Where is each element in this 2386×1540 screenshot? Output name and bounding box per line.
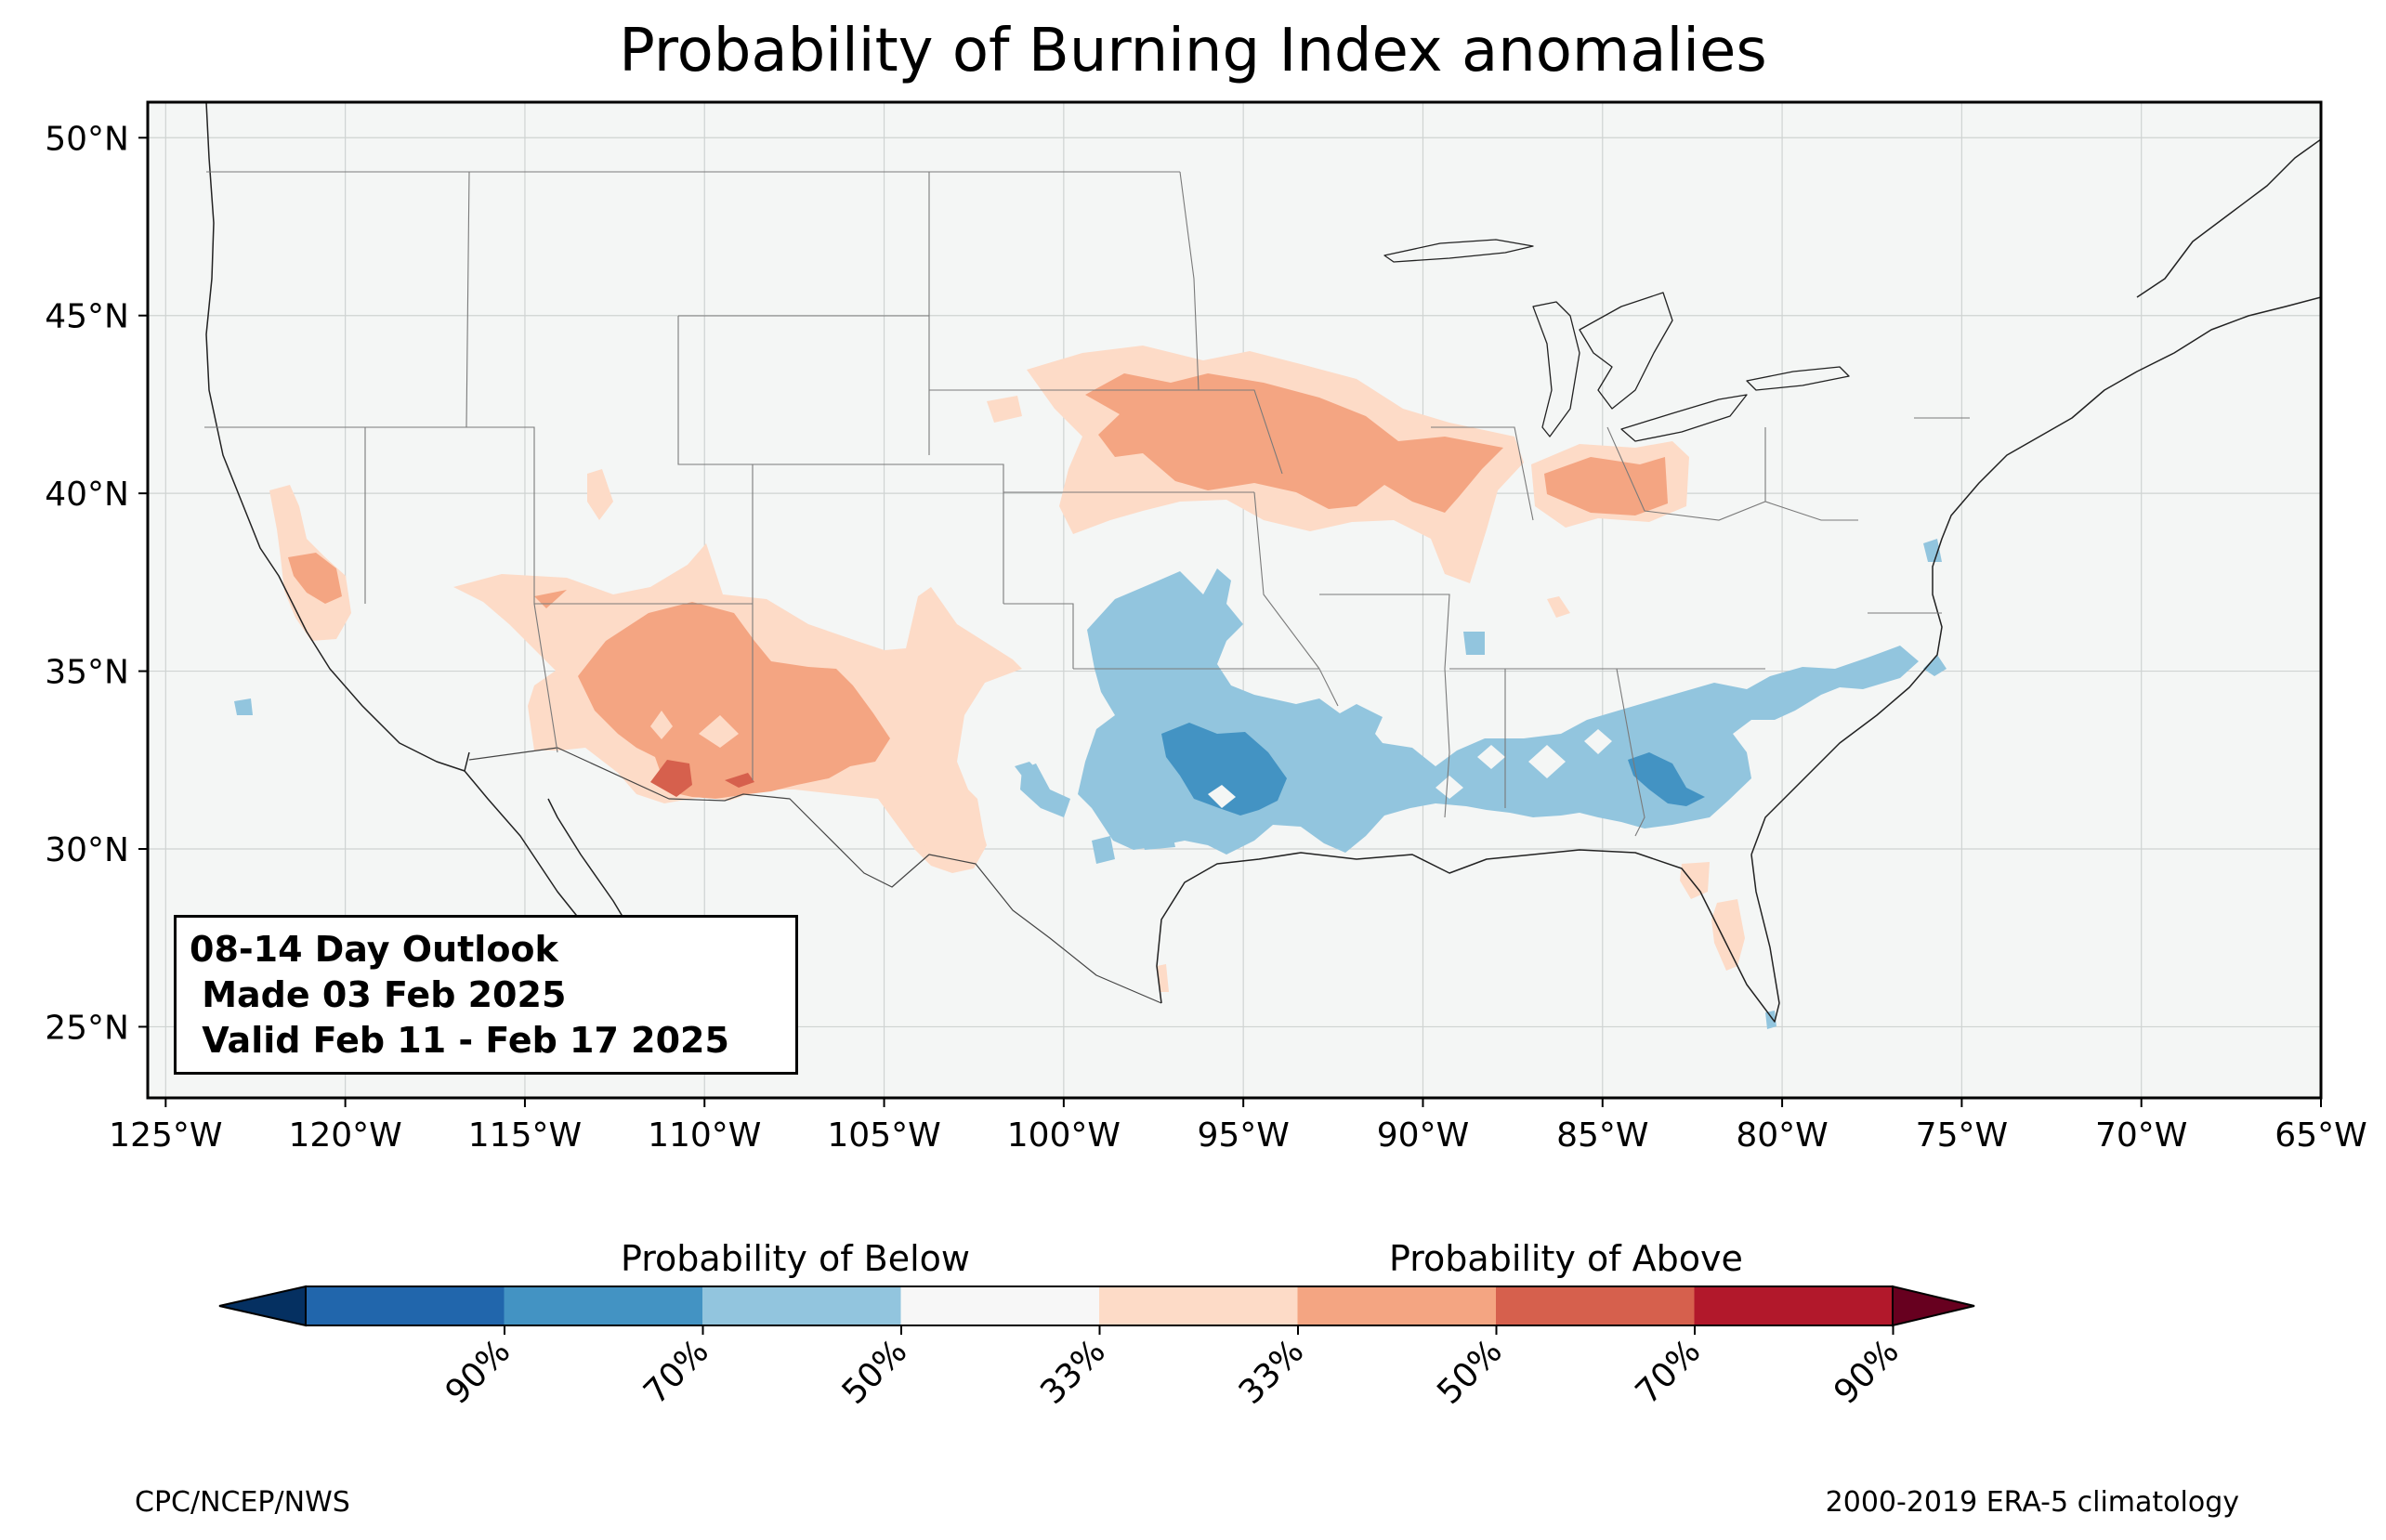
colorbar-tick-label: 50% <box>835 1332 915 1412</box>
latitude-axis: 50°N 45°N 40°N 35°N 30°N 25°N <box>45 120 148 1047</box>
gulf-coast <box>1156 849 1780 1023</box>
outlook-info-box: 08-14 Day Outlook Made 03 Feb 2025 Valid… <box>174 915 798 1075</box>
lon-tick-label: 75°W <box>1916 1116 2008 1155</box>
below-33-southern-plains <box>1078 568 1919 855</box>
mexico-border <box>468 747 1162 1004</box>
below-50-georgia <box>1628 752 1705 806</box>
colorbar-above-title: Probability of Above <box>1389 1238 1743 1279</box>
colorbar-segment <box>702 1286 901 1325</box>
lon-tick-label: 120°W <box>288 1116 401 1155</box>
lon-tick-label: 65°W <box>2275 1116 2366 1155</box>
lon-tick-label: 100°W <box>1007 1116 1121 1155</box>
above-gap-sw <box>650 711 739 748</box>
lon-tick-label: 115°W <box>468 1116 582 1155</box>
colorbar-segment <box>900 1286 1100 1325</box>
lon-tick-label: 70°W <box>2095 1116 2187 1155</box>
colorbar: 90% 70% 50% 33% 33% 50% 70% 90% <box>218 1285 1975 1412</box>
colorbar-tick-label: 90% <box>1827 1332 1907 1412</box>
colorbar-tick-label: 33% <box>1033 1332 1113 1412</box>
colorbar-segment <box>306 1286 505 1325</box>
east-coast <box>1750 296 2321 855</box>
colorbar-tick-label: 70% <box>636 1332 716 1412</box>
colorbar-extend-high <box>1892 1285 1975 1327</box>
below-33-tx-west <box>1020 763 1070 817</box>
above-33-florida <box>1680 862 1745 971</box>
lon-tick-label: 80°W <box>1736 1116 1828 1155</box>
lat-tick-label: 40°N <box>45 476 129 514</box>
colorbar-extend-low <box>218 1285 307 1327</box>
credit-left: CPC/NCEP/NWS <box>135 1486 350 1519</box>
above-50-plains <box>1085 373 1503 513</box>
map-frame <box>146 100 2323 1100</box>
colorbar-tick-label: 33% <box>1232 1332 1312 1412</box>
lon-tick-label: 125°W <box>109 1116 222 1155</box>
colorbar-segment <box>1496 1286 1695 1325</box>
lat-tick-label: 25°N <box>45 1009 129 1047</box>
above-33-nv-small <box>587 469 613 520</box>
above-50-california <box>288 553 342 604</box>
colorbar-segment <box>1694 1286 1894 1325</box>
coastlines-and-borders <box>205 102 2321 1060</box>
above-33-small-ne <box>987 396 1022 423</box>
colorbar-tick-label: 70% <box>1629 1332 1709 1412</box>
west-coast <box>205 102 470 772</box>
lon-tick-label: 110°W <box>648 1116 761 1155</box>
made-date: Made 03 Feb 2025 <box>190 974 567 1015</box>
colorbar-segment <box>1297 1286 1497 1325</box>
lat-tick-label: 45°N <box>45 298 129 336</box>
credit-right: 2000-2019 ERA-5 climatology <box>1825 1486 2239 1519</box>
above-50-southwest <box>534 590 890 799</box>
lon-tick-label: 95°W <box>1197 1116 1289 1155</box>
above-70-southwest <box>650 760 754 797</box>
lat-tick-label: 50°N <box>45 120 129 158</box>
great-lakes <box>1383 239 1850 442</box>
lon-tick-label: 85°W <box>1556 1116 1648 1155</box>
chart-title: Probability of Burning Index anomalies <box>619 17 1767 85</box>
below-33-ar <box>1463 632 1485 655</box>
colorbar-segment <box>1099 1286 1298 1325</box>
valid-dates: Valid Feb 11 - Feb 17 2025 <box>190 1020 729 1061</box>
colorbar-tick-label: 50% <box>1430 1332 1510 1412</box>
lon-tick-label: 90°W <box>1377 1116 1469 1155</box>
canada-coast <box>2136 138 2321 298</box>
above-50-ohio <box>1544 457 1668 516</box>
anomaly-shading <box>234 346 1947 1029</box>
colorbar-tick-label: 90% <box>439 1332 518 1412</box>
state-borders <box>204 171 1970 837</box>
lon-tick-label: 105°W <box>827 1116 940 1155</box>
colorbar-segment <box>504 1286 703 1325</box>
below-50-etx-la <box>1161 723 1287 816</box>
colorbar-below-title: Probability of Below <box>621 1238 970 1279</box>
longitude-axis: 125°W 120°W 115°W 110°W 105°W 100°W 95°W 90°W 85… <box>109 1098 2367 1155</box>
outlook-type: 08-14 Day Outlook <box>190 929 558 970</box>
above-33-tx <box>906 769 985 868</box>
lat-tick-label: 35°N <box>45 654 129 692</box>
lat-tick-label: 30°N <box>45 831 129 869</box>
